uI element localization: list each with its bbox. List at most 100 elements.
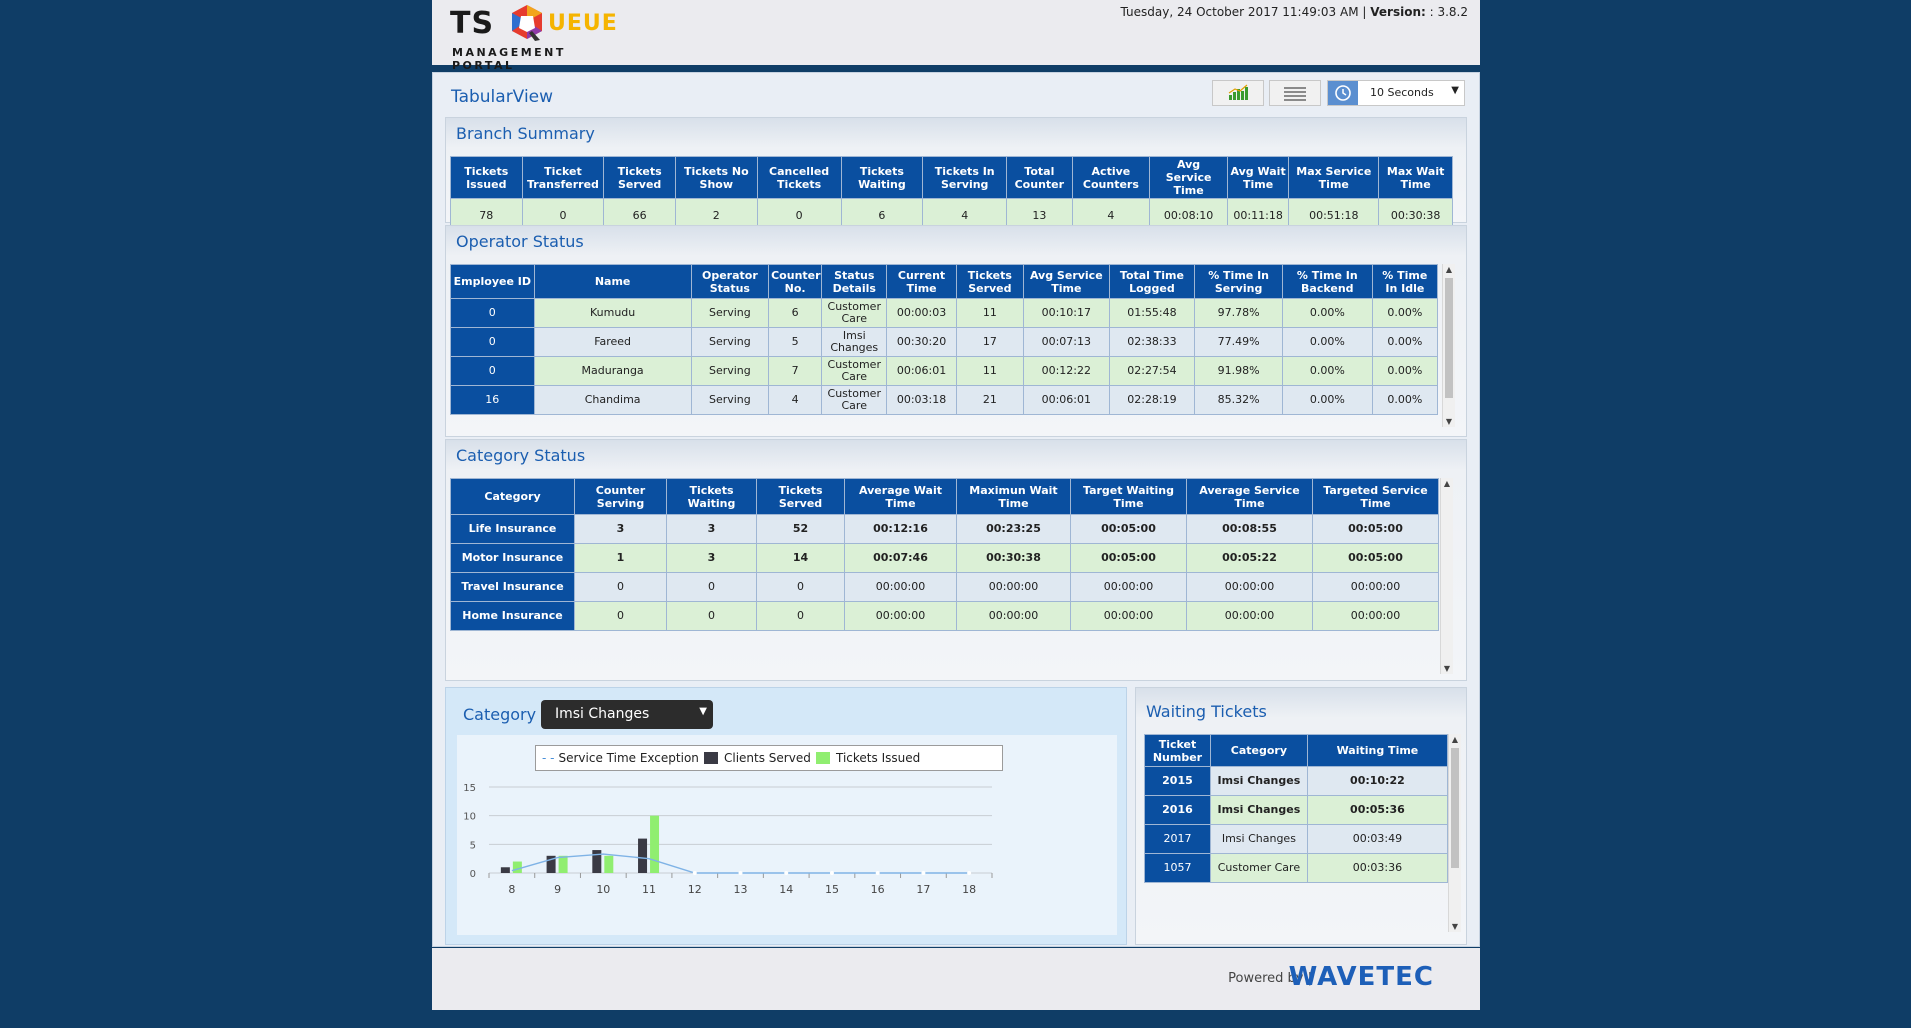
chart-legend: - - Service Time Exception Clients Served… (535, 745, 1003, 771)
operator-scrollbar[interactable]: ▲ ▼ (1442, 264, 1455, 427)
scroll-down-icon[interactable]: ▼ (1451, 922, 1459, 931)
x-tick-label: 17 (916, 883, 930, 896)
category-select[interactable]: Imsi Changes ▼ (541, 700, 713, 729)
refresh-interval-value: 10 Seconds (1370, 86, 1434, 99)
header-separator: | (1362, 5, 1367, 19)
column-header: Target Waiting Time (1070, 478, 1187, 515)
table-row[interactable]: 2016 Imsi Changes 00:05:36 (1144, 795, 1448, 825)
chart-view-button[interactable] (1212, 80, 1264, 106)
table-cell: 2017 (1144, 824, 1211, 854)
table-row[interactable]: 2017 Imsi Changes 00:03:49 (1144, 824, 1448, 854)
column-header: Avg Wait Time (1226, 156, 1290, 199)
table-cell: 00:00:00 (1186, 572, 1313, 602)
table-row[interactable]: 0 Maduranga Serving 7 Customer Care 00:06:01 1… (450, 356, 1439, 386)
column-header: Tickets Waiting (840, 156, 924, 199)
x-tick-label: 15 (825, 883, 839, 896)
table-row[interactable]: 0 Kumudu Serving 6 Customer Care 00:00:03 11 00… (450, 298, 1439, 328)
refresh-interval-select[interactable]: 10 Seconds ▼ (1327, 80, 1465, 106)
waiting-tickets-table: Ticket Number Category Waiting Time 2015 Im… (1144, 734, 1448, 883)
chevron-down-icon: ▼ (1451, 85, 1459, 96)
x-tick-label: 9 (554, 883, 561, 896)
table-row[interactable]: Life Insurance 3 3 52 00:12:16 00:23:25 00:05:… (450, 514, 1439, 544)
point-service-time-exception (784, 871, 789, 875)
column-header: Counter No. (768, 264, 823, 299)
table-cell: 17 (955, 327, 1024, 357)
branch-summary-panel: Branch Summary Tickets Issued Ticket Tran… (445, 117, 1467, 233)
x-tick-label: 10 (596, 883, 610, 896)
table-cell: Imsi Changes (1209, 795, 1308, 825)
chevron-down-icon: ▼ (699, 706, 707, 717)
column-header: Category (450, 478, 575, 515)
table-cell: 00:10:22 (1306, 766, 1448, 796)
table-cell: 00:00:00 (1312, 601, 1439, 631)
table-cell: 0.00% (1371, 356, 1439, 386)
table-cell: 00:10:17 (1022, 298, 1110, 328)
table-cell: 21 (955, 385, 1024, 415)
table-row[interactable]: Motor Insurance 1 3 14 00:07:46 00:30:38 00:05… (450, 543, 1439, 573)
waiting-tickets-title: Waiting Tickets (1146, 702, 1267, 721)
table-cell: 3 (666, 543, 757, 573)
y-tick-label: 15 (463, 783, 476, 794)
column-header: Max Service Time (1288, 156, 1380, 199)
table-cell: 00:03:18 (886, 385, 957, 415)
point-service-time-exception (829, 871, 834, 875)
scroll-up-icon[interactable]: ▲ (1443, 479, 1451, 488)
scroll-down-icon[interactable]: ▼ (1443, 664, 1451, 673)
y-tick-label: 10 (463, 812, 476, 823)
column-header: Employee ID (450, 264, 535, 299)
table-cell: Chandima (533, 385, 692, 415)
scroll-down-icon[interactable]: ▼ (1445, 417, 1453, 426)
table-cell: Serving (690, 385, 770, 415)
table-cell: 00:05:36 (1306, 795, 1448, 825)
table-cell: Customer Care (821, 356, 888, 386)
table-cell: 00:08:55 (1186, 514, 1313, 544)
table-cell: 00:00:03 (886, 298, 957, 328)
table-cell: 0 (450, 298, 535, 328)
column-header: Operator Status (690, 264, 770, 299)
table-cell: 00:07:13 (1022, 327, 1110, 357)
x-tick-label: 8 (508, 883, 515, 896)
table-cell: 2015 (1144, 766, 1211, 796)
table-row[interactable]: Home Insurance 0 0 0 00:00:00 00:00:00 00:00:0… (450, 601, 1439, 631)
column-header: Avg Service Time (1022, 264, 1110, 299)
column-header: Average Wait Time (844, 478, 957, 515)
table-row[interactable]: 1057 Customer Care 00:03:36 (1144, 853, 1448, 883)
legend-label: Clients Served (724, 751, 811, 765)
scrollbar-thumb[interactable] (1451, 748, 1459, 868)
table-row[interactable]: Travel Insurance 0 0 0 00:00:00 00:00:00 00:00… (450, 572, 1439, 602)
legend-item-tickets-issued[interactable]: Tickets Issued (816, 751, 920, 765)
table-cell: 0.00% (1281, 385, 1373, 415)
scrollbar-thumb[interactable] (1445, 278, 1453, 398)
operator-status-title: Operator Status (456, 232, 584, 251)
table-cell: Serving (690, 298, 770, 328)
bar-clients-served (592, 850, 602, 873)
table-cell: 52 (756, 514, 845, 544)
scroll-up-icon[interactable]: ▲ (1451, 735, 1459, 744)
column-header: Current Time (886, 264, 957, 299)
table-cell: 00:03:36 (1306, 853, 1448, 883)
category-scrollbar[interactable]: ▲ ▼ (1440, 478, 1453, 674)
table-cell: 02:28:19 (1108, 385, 1196, 415)
scroll-up-icon[interactable]: ▲ (1445, 265, 1453, 274)
operator-status-table: Employee ID Name Operator Status Counter No… (450, 264, 1439, 415)
table-cell: 4 (768, 385, 823, 415)
table-row[interactable]: 2015 Imsi Changes 00:10:22 (1144, 766, 1448, 796)
column-header: Ticket Number (1144, 734, 1211, 767)
chart-plot: 0 5 10 15 8 9 10 11 12 13 14 15 16 17 18 (463, 783, 993, 896)
table-cell: 00:00:00 (1186, 601, 1313, 631)
column-header: Tickets In Serving (922, 156, 1008, 199)
table-row[interactable]: 0 Fareed Serving 5 Imsi Changes 00:30:20 17 00:… (450, 327, 1439, 357)
waiting-scrollbar[interactable]: ▲ ▼ (1448, 734, 1461, 932)
table-cell: Fareed (533, 327, 692, 357)
legend-item-clients-served[interactable]: Clients Served (704, 751, 811, 765)
list-view-button[interactable] (1269, 80, 1321, 106)
bar-tickets-issued (604, 855, 614, 873)
ts-queue-logo: TS UEUE MANAGEMENT PORTAL (450, 4, 630, 72)
table-cell: 1 (574, 543, 667, 573)
logo-subtitle: MANAGEMENT PORTAL (452, 46, 566, 72)
legend-item-service-time-exception[interactable]: - - Service Time Exception (542, 751, 699, 765)
table-cell: 00:00:00 (956, 572, 1071, 602)
category-status-panel: Category Status Category Counter Serving T… (445, 439, 1467, 681)
table-row[interactable]: 16 Chandima Serving 4 Customer Care 00:03:18 2… (450, 385, 1439, 415)
table-cell: 00:06:01 (1022, 385, 1110, 415)
